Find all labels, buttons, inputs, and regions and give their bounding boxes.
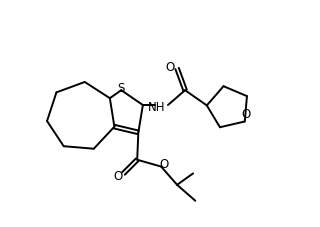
Text: S: S	[117, 81, 124, 95]
Text: NH: NH	[148, 101, 165, 114]
Text: O: O	[166, 60, 175, 74]
Text: O: O	[159, 157, 169, 170]
Text: O: O	[241, 108, 251, 121]
Text: O: O	[113, 169, 123, 182]
